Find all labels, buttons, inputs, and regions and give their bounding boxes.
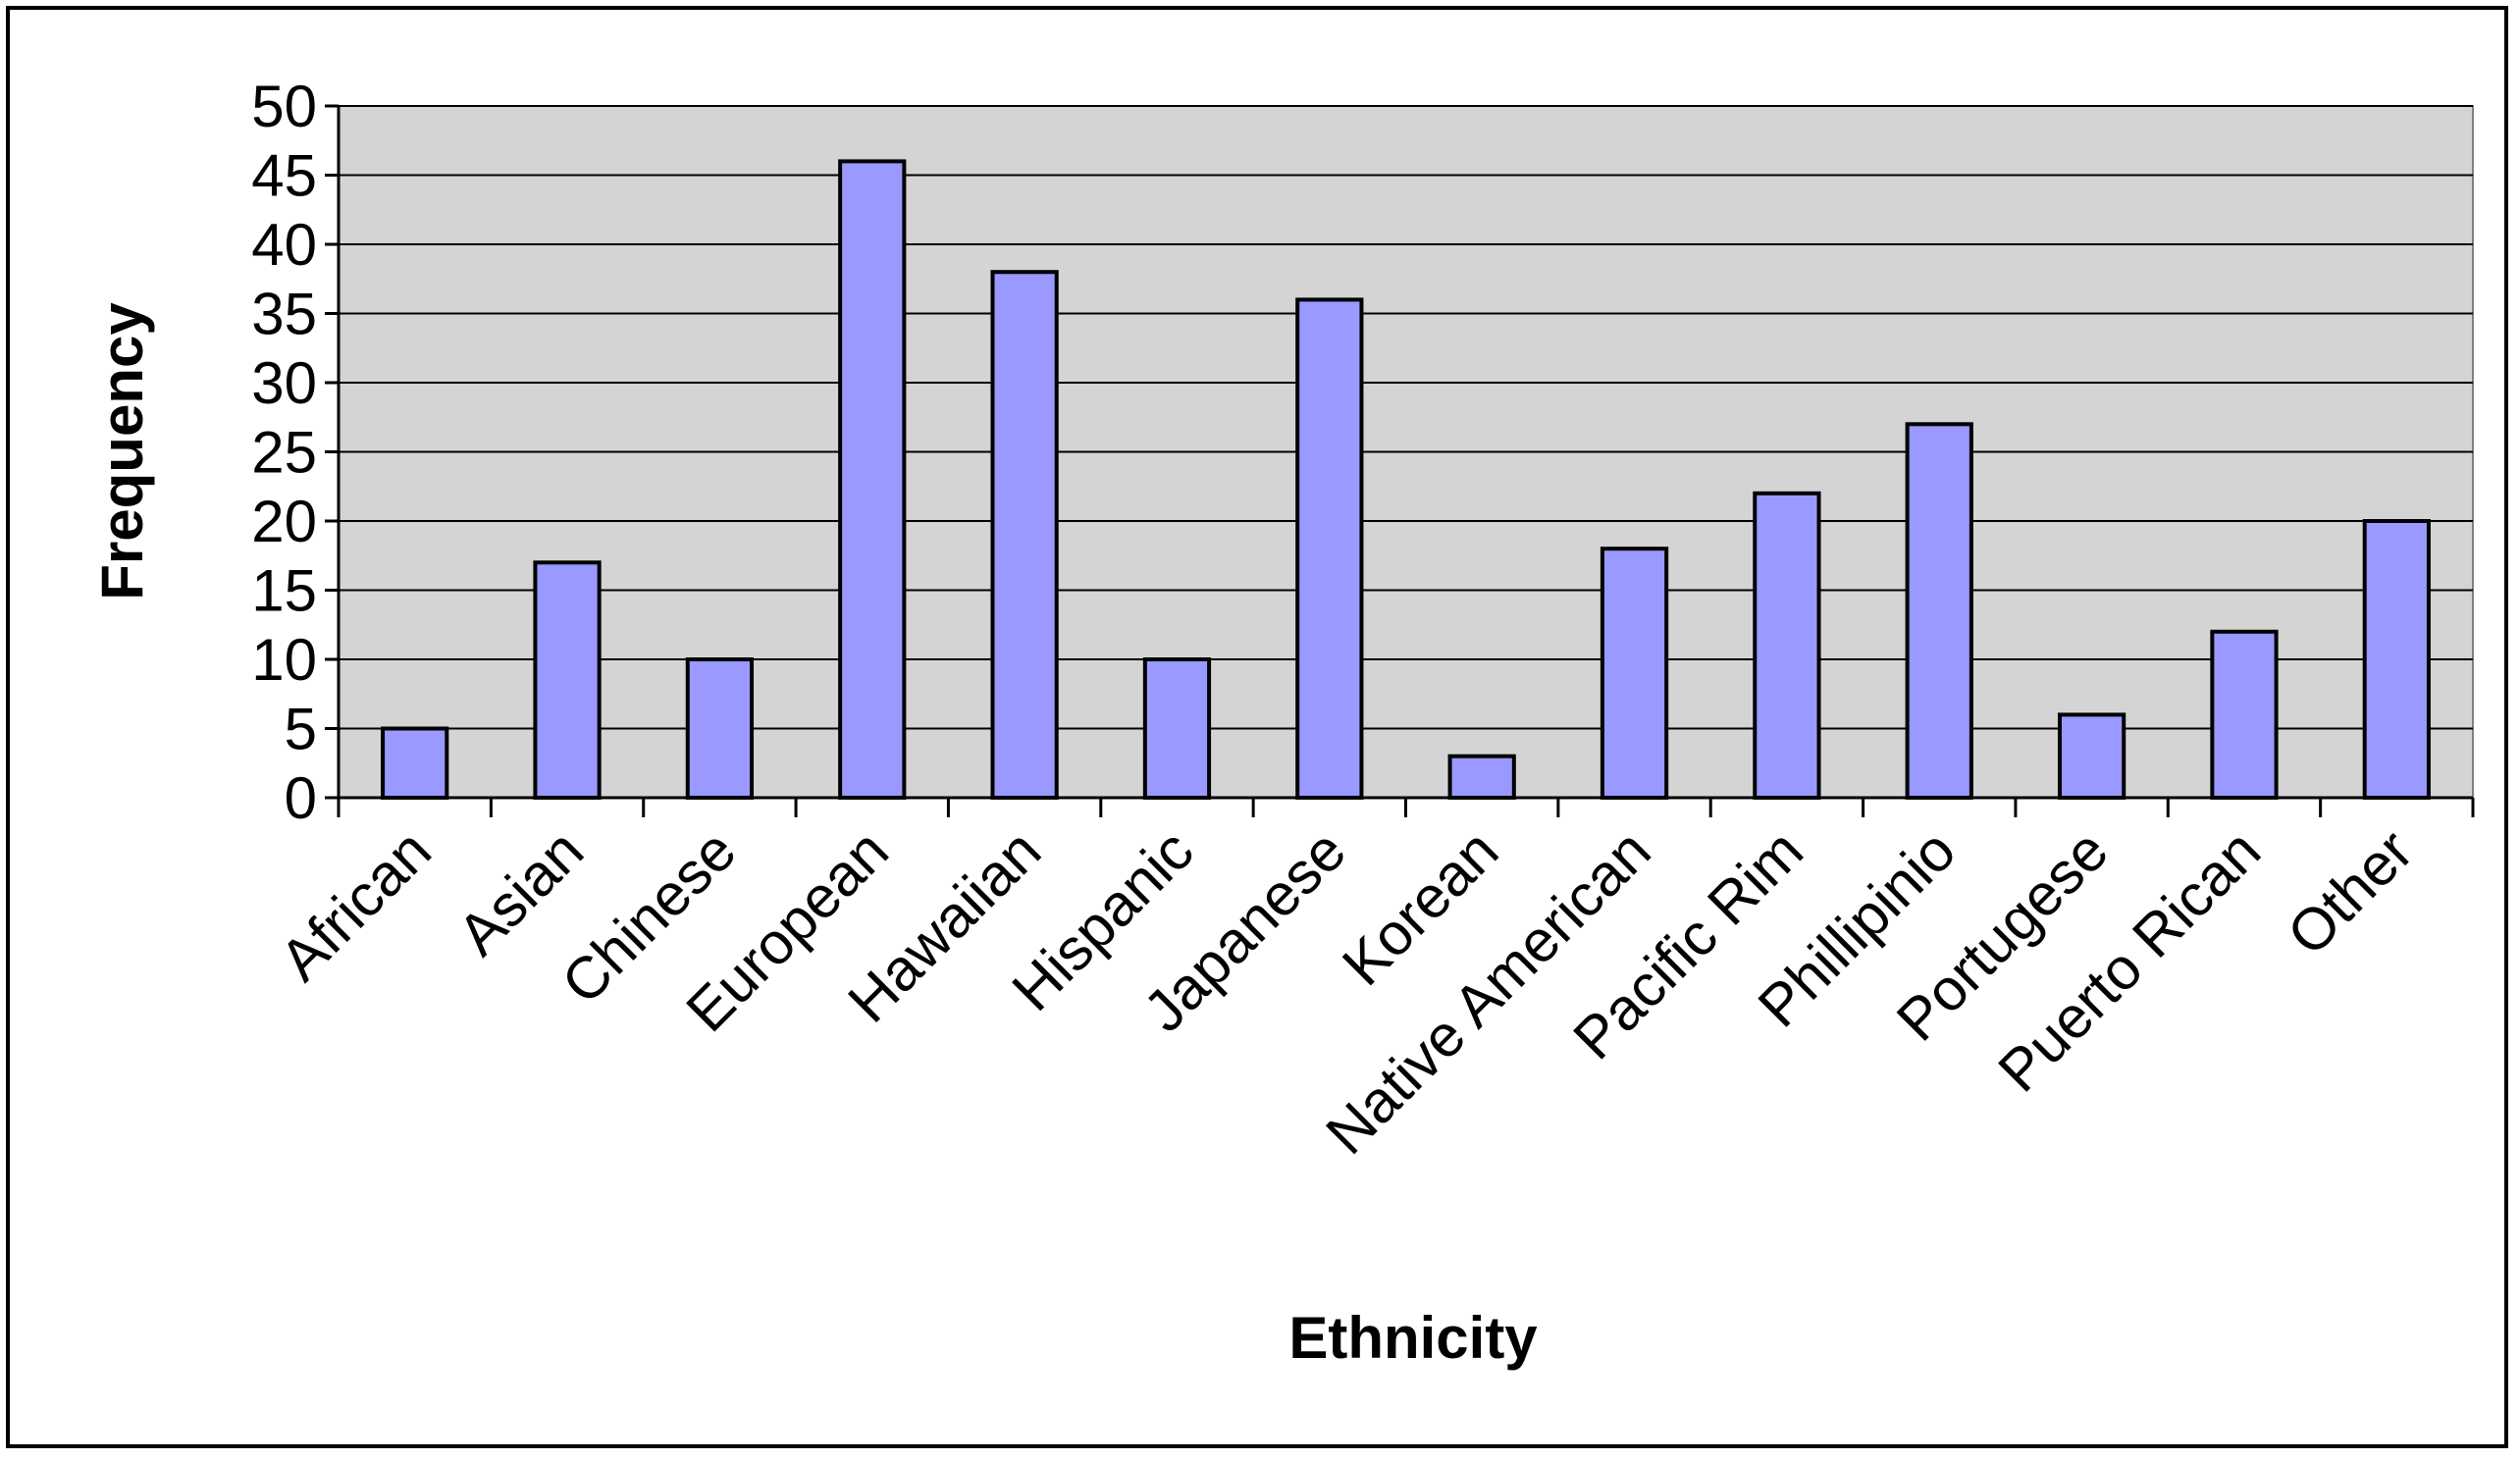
bar-native-american (1600, 547, 1669, 801)
y-tick-label: 0 (285, 765, 317, 831)
y-tick-label: 35 (251, 282, 317, 347)
y-tick-label: 15 (251, 558, 317, 624)
bar-african (381, 726, 449, 800)
bar-other (2362, 519, 2431, 800)
bar-european (838, 159, 907, 800)
bar-hawaiian (990, 270, 1059, 800)
bar-pacific-rim (1753, 491, 1821, 800)
x-tick-label: African (267, 817, 443, 993)
bar-korean (1447, 754, 1516, 801)
bar-japanese (1295, 297, 1364, 800)
y-tick-label: 5 (285, 697, 317, 762)
x-category-labels: African AsianChineseEuropeanHawaiianHispa… (267, 817, 2425, 1167)
y-tick-label: 10 (251, 627, 317, 693)
x-tick-label: Puerto Rican (1986, 817, 2274, 1105)
axes (325, 104, 2475, 817)
y-tick-label: 50 (251, 74, 317, 139)
y-tick-label: 40 (251, 212, 317, 278)
bar-hispanic (1142, 657, 1212, 800)
bar-asian (533, 560, 602, 800)
gridlines (339, 105, 2473, 730)
y-tick-label: 30 (251, 350, 317, 416)
y-axis-title: Frequency (89, 302, 155, 600)
y-tick-label: 45 (251, 143, 317, 209)
x-tick-label: Other (2275, 817, 2425, 967)
x-axis-title: Ethnicity (1288, 1305, 1538, 1371)
bar-puerto-rican (2210, 629, 2279, 800)
bar-phillipinio (1905, 422, 1973, 800)
bar-chinese (685, 657, 755, 800)
y-tick-label: 25 (251, 420, 317, 486)
bar-portugese (2057, 712, 2126, 801)
y-tick-label: 20 (251, 489, 317, 554)
